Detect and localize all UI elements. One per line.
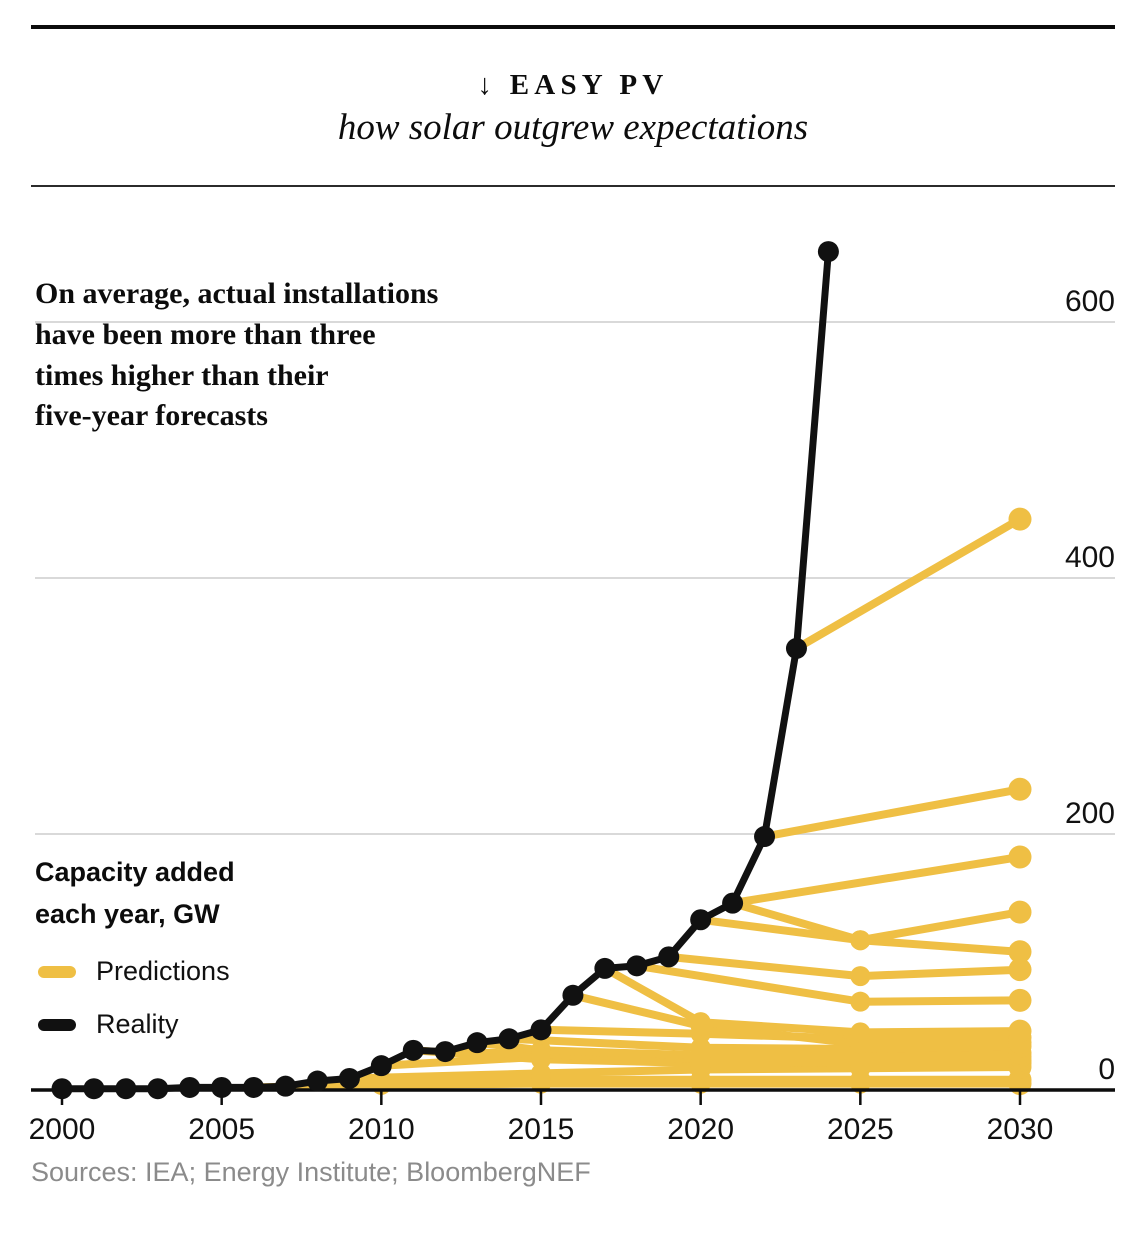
prediction-line — [600, 964, 1024, 1037]
prediction-marker — [531, 1040, 551, 1061]
prediction-marker — [1008, 507, 1032, 531]
reality-marker — [498, 1028, 520, 1050]
subtitle-rule — [31, 185, 1115, 187]
prediction-marker — [850, 1022, 871, 1043]
reality-marker — [817, 241, 839, 263]
y-axis-title-line: each year, GW — [35, 898, 220, 929]
reality-marker — [51, 1078, 73, 1100]
source-note: Sources: IEA; Energy Institute; Bloomber… — [31, 1157, 591, 1187]
legend-item-predictions: Predictions — [38, 945, 230, 998]
x-axis-tick-label: 2000 — [29, 1113, 96, 1146]
reality-marker — [690, 909, 712, 931]
annotation-line: times higher than their — [35, 358, 329, 392]
top-rule — [31, 25, 1115, 29]
chart-kicker: ↓ EASY PV — [477, 69, 669, 101]
legend-label: Reality — [96, 1009, 179, 1039]
reality-marker — [626, 955, 648, 977]
annotation-line: five-year forecasts — [35, 399, 268, 433]
reality-marker — [754, 826, 776, 848]
prediction-line — [505, 1034, 1024, 1053]
prediction-marker — [1008, 940, 1032, 964]
x-axis-tick-label: 2025 — [827, 1113, 894, 1146]
y-axis-label: 400 — [1065, 541, 1115, 574]
prediction-marker — [1008, 845, 1032, 869]
prediction-line — [792, 515, 1024, 653]
prediction-line — [728, 853, 1024, 908]
prediction-marker — [1008, 777, 1032, 801]
prediction-marker — [1008, 900, 1032, 924]
prediction-line — [760, 785, 1024, 841]
annotation: On average, actual installations have bee… — [35, 274, 438, 437]
legend-label: Predictions — [96, 956, 230, 986]
prediction-marker — [1008, 1019, 1032, 1043]
annotation-line: On average, actual installations — [35, 277, 439, 310]
reality-marker — [338, 1067, 360, 1089]
legend-item-reality: Reality — [38, 998, 230, 1051]
reality-marker — [722, 892, 744, 914]
prediction-marker — [1008, 988, 1032, 1012]
prediction-marker — [850, 991, 871, 1012]
legend-swatch — [38, 965, 76, 978]
prediction-marker — [850, 966, 871, 987]
reality-marker — [785, 637, 807, 659]
reality-marker — [83, 1078, 105, 1100]
reality-marker — [306, 1070, 328, 1092]
chart-title: how solar outgrew expectations — [337, 107, 809, 148]
reality-marker — [147, 1078, 169, 1100]
prediction-line — [664, 952, 1024, 981]
y-axis-label: 200 — [1065, 797, 1115, 830]
reality-marker — [562, 984, 584, 1006]
prediction-marker — [850, 930, 871, 951]
x-axis-tick-label: 2015 — [508, 1113, 575, 1146]
x-axis-tick-label: 2010 — [348, 1113, 415, 1146]
legend-swatch — [38, 1018, 76, 1031]
x-axis-tick-label: 2020 — [667, 1113, 734, 1146]
y-axis-title: Capacity added each year, GW — [35, 852, 235, 936]
reality-marker — [179, 1076, 201, 1098]
reality-marker — [466, 1032, 488, 1054]
annotation-line: have been more than three — [35, 317, 376, 351]
y-axis-label: 600 — [1065, 285, 1115, 318]
y-axis-label: 0 — [1098, 1053, 1115, 1086]
reality-marker — [370, 1055, 392, 1077]
prediction-marker — [531, 1063, 551, 1084]
reality-marker — [594, 957, 616, 979]
prediction-marker — [690, 1012, 711, 1033]
reality-marker — [434, 1041, 456, 1063]
x-axis-tick-label: 2005 — [188, 1113, 255, 1146]
x-axis-tick-label: 2030 — [987, 1113, 1054, 1146]
prediction-marker — [1008, 958, 1032, 982]
y-axis-title-line: Capacity added — [35, 857, 235, 887]
prediction-marker — [690, 1037, 711, 1058]
prediction-line — [568, 991, 1024, 1048]
reality-marker — [402, 1039, 424, 1061]
reality-marker — [658, 946, 680, 968]
reality-marker — [530, 1019, 552, 1041]
reality-marker — [115, 1078, 137, 1100]
legend: Predictions Reality — [38, 945, 230, 1051]
reality-marker — [275, 1075, 297, 1097]
reality-marker — [243, 1076, 265, 1098]
reality-marker — [211, 1076, 233, 1098]
